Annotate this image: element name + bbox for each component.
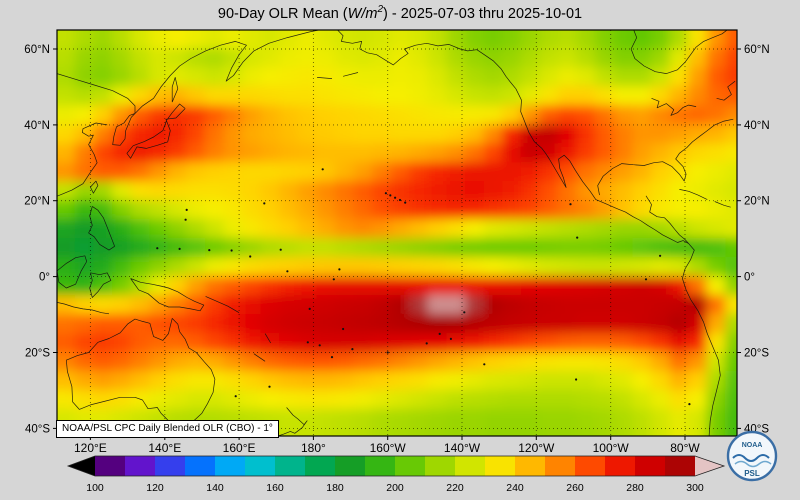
- noaa-psl-logo-art: NOAA PSL: [726, 430, 778, 482]
- lat-tick-label-right: 20°S: [744, 348, 769, 360]
- lon-tick-label: 120°W: [518, 441, 555, 455]
- title-post: ) - 2025-07-03 thru 2025-10-01: [383, 5, 583, 22]
- map-border: [56, 29, 738, 437]
- colorbar-tick-label: 260: [566, 482, 584, 494]
- map-area: [57, 30, 737, 436]
- axis-labels: 60°N 60°N 40°N 40°N 20°N 20°N 0° 0° 20°S 20°S 40°S…: [24, 44, 769, 455]
- lon-tick-label: 140°E: [148, 441, 181, 455]
- logo-org-text: NOAA: [742, 442, 763, 449]
- colorbar-tick-label: 120: [146, 482, 164, 494]
- graticule: [57, 30, 737, 436]
- source-label: NOAA/PSL CPC Daily Blended OLR (CBO) - 1…: [56, 420, 279, 438]
- title-unit: W/m: [347, 5, 378, 22]
- lat-tick-label-right: 60°N: [744, 44, 770, 56]
- noaa-psl-logo: NOAA PSL: [726, 430, 778, 482]
- colorbar-tick-label: 300: [686, 482, 704, 494]
- colorbar-tick-label: 100: [86, 482, 104, 494]
- title-sup: 2: [377, 4, 383, 15]
- lat-tick-label-left: 20°N: [24, 196, 50, 208]
- colorbar-left-arrow: [68, 456, 95, 476]
- title-pre: 90-Day OLR Mean (: [217, 5, 348, 22]
- lat-tick-label-left: 60°N: [24, 44, 50, 56]
- logo-wave2-icon: [734, 460, 772, 468]
- logo-circle: [726, 430, 778, 482]
- lon-tick-label: 140°W: [444, 441, 481, 455]
- lon-tick-label: 100°W: [593, 441, 630, 455]
- colorbar-tick-label: 200: [386, 482, 404, 494]
- colorbar-tick-label: 160: [266, 482, 284, 494]
- island-dots: [156, 168, 691, 406]
- colorbar-tick-label: 180: [326, 482, 344, 494]
- colorbar: 100 120 140 160 180 200 220 240 260 280 300: [66, 455, 726, 494]
- colorbar-right-arrow: [695, 456, 724, 476]
- lon-tick-label: 120°E: [74, 441, 107, 455]
- colorbar-tick-label: 220: [446, 482, 464, 494]
- lat-tick-label-left: 40°N: [24, 120, 50, 132]
- lat-tick-label-right: 0°: [744, 272, 755, 284]
- colorbar-tick-label: 140: [206, 482, 224, 494]
- olr-heatmap: [57, 30, 737, 436]
- lon-tick-label: 160°W: [370, 441, 407, 455]
- lon-tick-label: 180°: [301, 441, 326, 455]
- lat-tick-label-left: 0°: [39, 272, 50, 284]
- colorbar-tick-label: 240: [506, 482, 524, 494]
- axis-ticks: [53, 48, 741, 440]
- lat-tick-label-right: 40°N: [744, 120, 770, 132]
- lon-tick-label: 160°E: [223, 441, 256, 455]
- lon-tick-label: 80°W: [670, 441, 700, 455]
- lat-tick-label-left: 40°S: [25, 423, 50, 435]
- lat-tick-label-left: 20°S: [25, 348, 50, 360]
- logo-wave-icon: [732, 454, 770, 462]
- coastlines: [57, 30, 736, 436]
- colorbar-tick-label: 280: [626, 482, 644, 494]
- lat-tick-label-right: 20°N: [744, 196, 770, 208]
- logo-dept-text: PSL: [744, 469, 760, 478]
- chart-title: 90-Day OLR Mean (W/m2) - 2025-07-03 thru…: [0, 4, 800, 22]
